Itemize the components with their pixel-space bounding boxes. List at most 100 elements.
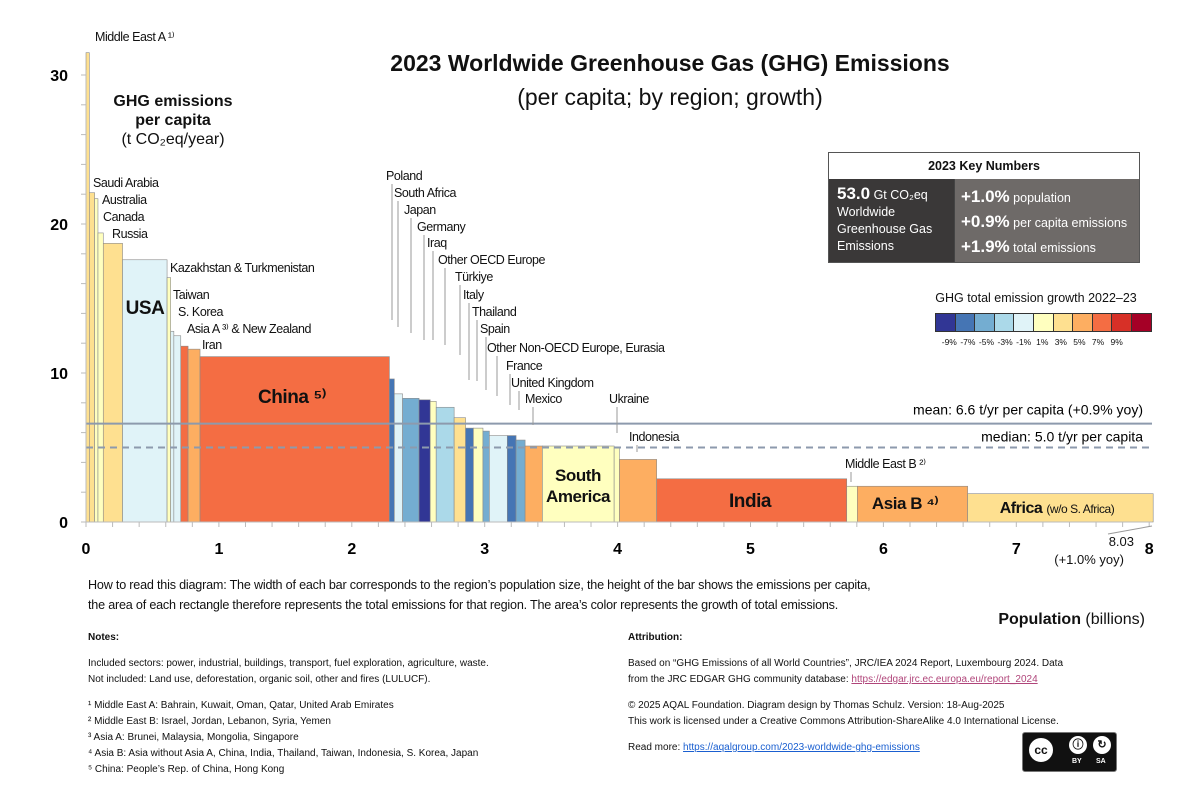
x-tick-label: 2 bbox=[347, 541, 356, 558]
bar-label-line: South bbox=[555, 466, 601, 485]
y-tick-label: 10 bbox=[50, 366, 68, 383]
key-numbers-title: 2023 Key Numbers bbox=[829, 153, 1139, 180]
bar-label: Spain bbox=[480, 322, 510, 336]
footnote: ⁴ Asia B: Asia without Asia A, China, In… bbox=[88, 748, 479, 759]
bar-label: Australia bbox=[102, 193, 147, 207]
attribution-person-icon: ⓘ bbox=[1069, 736, 1087, 754]
key-growth-population: +1.0% population bbox=[961, 185, 1133, 210]
bar-africa bbox=[967, 493, 1154, 523]
x-tick-label: 3 bbox=[480, 541, 489, 558]
legend-tick-label: -9% bbox=[941, 337, 957, 347]
key-label: population bbox=[1013, 191, 1071, 205]
bar-t-rkiye bbox=[453, 417, 466, 523]
bar-label: Other Non-OECD Europe, Eurasia bbox=[487, 341, 665, 355]
bar-label: Poland bbox=[386, 169, 423, 183]
bar-label-text: Africa bbox=[1000, 500, 1043, 517]
bar-asia-b- bbox=[857, 485, 968, 523]
edgar-report-link[interactable]: https://edgar.jrc.ec.europa.eu/report_20… bbox=[851, 674, 1038, 685]
bar-label: Russia bbox=[112, 227, 148, 241]
bar-canada bbox=[97, 232, 104, 523]
bar-mexico bbox=[524, 445, 543, 523]
attribution-source: Based on “GHG Emissions of all World Cou… bbox=[628, 658, 1064, 669]
bar-label: Kazakhstan & Turkmenistan bbox=[170, 261, 315, 275]
key-growth-per-capita: +0.9% per capita emissions bbox=[961, 210, 1133, 235]
key-growth-total: +1.9% total emissions bbox=[961, 235, 1133, 260]
legend-swatch bbox=[1112, 314, 1132, 331]
legend-tick-label: 5% bbox=[1073, 337, 1086, 347]
copyright: © 2025 AQAL Foundation. Diagram design b… bbox=[628, 700, 1005, 711]
bar-taiwan bbox=[170, 330, 175, 523]
read-more-link[interactable]: https://aqalgroup.com/2023-worldwide-ghg… bbox=[683, 742, 920, 753]
key-total-desc: Worldwide Greenhouse Gas Emissions bbox=[837, 205, 933, 253]
bar-spain bbox=[482, 430, 490, 523]
legend-swatch bbox=[1131, 314, 1151, 331]
cc-by-label: BY bbox=[1072, 758, 1082, 765]
total-population-leader bbox=[1107, 525, 1153, 535]
bar-south-africa bbox=[394, 393, 403, 523]
bar-label: South America bbox=[546, 466, 611, 506]
footnote: ³ Asia A: Brunei, Malaysia, Mongolia, Si… bbox=[88, 732, 299, 743]
legend-swatch bbox=[994, 314, 1015, 331]
notes-included: Included sectors: power, industrial, bui… bbox=[88, 658, 489, 669]
x-tick-label: 1 bbox=[214, 541, 223, 558]
bar-label: India bbox=[729, 491, 772, 512]
bar-indonesia bbox=[619, 459, 657, 523]
footnote: ⁵ China: People’s Rep. of China, Hong Ko… bbox=[88, 764, 285, 775]
y-axis-title-line2: per capita bbox=[135, 112, 211, 129]
bar-poland bbox=[389, 378, 395, 523]
share-alike-icon: ↻ bbox=[1093, 736, 1111, 754]
bar-label-line: America bbox=[546, 487, 611, 506]
read-more-label: Read more: bbox=[628, 742, 684, 753]
bar-india bbox=[656, 478, 848, 523]
bar-label: Italy bbox=[463, 288, 485, 302]
bar-japan bbox=[402, 398, 420, 523]
mean-label: mean: 6.6 t/yr per capita (+0.9% yoy) bbox=[913, 402, 1143, 418]
legend-swatch bbox=[1092, 314, 1113, 331]
legend-swatch bbox=[1033, 314, 1054, 331]
cc-sa-label: SA bbox=[1096, 758, 1106, 765]
x-tick-label: 8 bbox=[1145, 541, 1154, 558]
notes-title: Notes: bbox=[88, 632, 120, 643]
bar-other-non-oecd-europe-eurasia bbox=[489, 435, 508, 523]
footnote: ² Middle East B: Israel, Jordan, Lebanon… bbox=[88, 716, 331, 727]
bar-russia bbox=[102, 243, 123, 523]
page-subtitle: (per capita; by region; growth) bbox=[517, 84, 823, 110]
how-to-read: How to read this diagram: The width of e… bbox=[88, 575, 871, 615]
x-tick-label: 6 bbox=[879, 541, 888, 558]
legend-tick-label: 3% bbox=[1054, 337, 1067, 347]
total-population-growth: (+1.0% yoy) bbox=[1054, 552, 1124, 567]
legend-title: GHG total emission growth 2022–23 bbox=[935, 291, 1137, 305]
legend-swatch bbox=[1014, 314, 1034, 331]
x-tick-label: 4 bbox=[613, 541, 622, 558]
bar-label: Indonesia bbox=[629, 430, 680, 444]
x-tick-label: 5 bbox=[746, 541, 755, 558]
key-total: 53.0 Gt CO₂eq Worldwide Greenhouse Gas E… bbox=[829, 179, 954, 262]
bar-france bbox=[506, 435, 517, 523]
cc-by-sa-badge[interactable]: cc ⓘ ↻ BY SA bbox=[1022, 732, 1117, 772]
bar-asia-a-new-zealand bbox=[180, 345, 189, 523]
bar-label: China ⁵⁾ bbox=[258, 387, 326, 408]
y-tick-label: 20 bbox=[50, 217, 68, 234]
bar-label-text: China ⁵⁾ bbox=[258, 387, 326, 408]
legend-color-scale bbox=[935, 313, 1152, 332]
bar-label: South Africa bbox=[394, 186, 456, 200]
key-numbers-box: 2023 Key Numbers 53.0 Gt CO₂eq Worldwide… bbox=[828, 152, 1140, 263]
bar-label: Germany bbox=[417, 220, 466, 234]
bar-s-korea bbox=[173, 335, 182, 523]
bar-label: Iraq bbox=[427, 236, 447, 250]
bar-label: Canada bbox=[103, 210, 145, 224]
bar-label-note: (w/o S. Africa) bbox=[1046, 502, 1114, 516]
x-axis-title-main: Population bbox=[998, 611, 1081, 628]
bar-kazakhstan-turkmenistan bbox=[166, 277, 171, 523]
key-label: total emissions bbox=[1013, 241, 1096, 255]
bar-label-text: India bbox=[729, 491, 772, 512]
key-value: +1.9% bbox=[961, 237, 1010, 256]
bar-label: Saudi Arabia bbox=[93, 176, 159, 190]
key-total-value: 53.0 bbox=[837, 184, 871, 203]
legend-swatch bbox=[955, 314, 976, 331]
x-tick-label: 0 bbox=[82, 541, 91, 558]
footnote: ¹ Middle East A: Bahrain, Kuwait, Oman, … bbox=[88, 700, 394, 711]
notes-section: Notes: Included sectors: power, industri… bbox=[88, 630, 489, 778]
legend-tick-label: -7% bbox=[960, 337, 976, 347]
legend-swatch bbox=[1073, 314, 1093, 331]
